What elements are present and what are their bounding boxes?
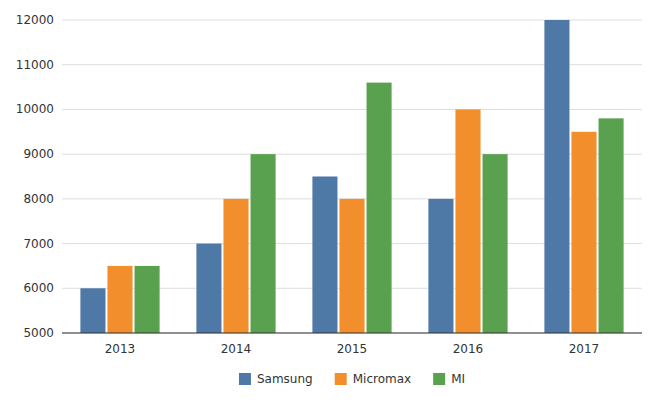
legend-item: Samsung (239, 372, 313, 386)
legend-swatch (239, 373, 251, 385)
legend-item: MI (433, 372, 465, 386)
legend-label: MI (451, 372, 465, 386)
bar (339, 199, 364, 333)
chart: 5000 6000 7000 8000 9000 10000 11000 12000 2013 2… (0, 0, 662, 405)
y-tick-label: 7000 (23, 237, 54, 251)
bar (223, 199, 248, 333)
legend-label: Samsung (257, 372, 313, 386)
x-tick-label: 2014 (221, 342, 252, 356)
bar (196, 244, 221, 333)
legend-item: Micromax (335, 372, 411, 386)
bar (367, 83, 392, 333)
bar (312, 177, 337, 334)
legend: Samsung Micromax MI (239, 372, 465, 386)
y-tick-label: 9000 (23, 147, 54, 161)
y-tick-label: 6000 (23, 281, 54, 295)
bar (571, 132, 596, 333)
x-tick-label: 2015 (337, 342, 368, 356)
bar (428, 199, 453, 333)
bar (544, 20, 569, 333)
bar (80, 288, 105, 333)
bar (599, 118, 624, 333)
bar (455, 109, 480, 333)
grid-line (62, 333, 642, 334)
chart-container: 5000 6000 7000 8000 9000 10000 11000 12000 2013 2… (0, 0, 662, 405)
legend-swatch (433, 373, 445, 385)
bar (107, 266, 132, 333)
x-tick-label: 2013 (105, 342, 136, 356)
y-tick-label: 12000 (16, 13, 54, 27)
y-tick-label: 10000 (16, 102, 54, 116)
x-tick-label: 2017 (569, 342, 600, 356)
legend-label: Micromax (353, 372, 411, 386)
y-tick-label: 11000 (16, 58, 54, 72)
grid (62, 20, 642, 333)
x-axis-line (62, 333, 642, 334)
x-tick-label: 2016 (453, 342, 484, 356)
bar (251, 154, 276, 333)
y-tick-label: 8000 (23, 192, 54, 206)
bar (483, 154, 508, 333)
y-tick-label: 5000 (23, 326, 54, 340)
legend-swatch (335, 373, 347, 385)
bars (80, 20, 623, 333)
bar (135, 266, 160, 333)
